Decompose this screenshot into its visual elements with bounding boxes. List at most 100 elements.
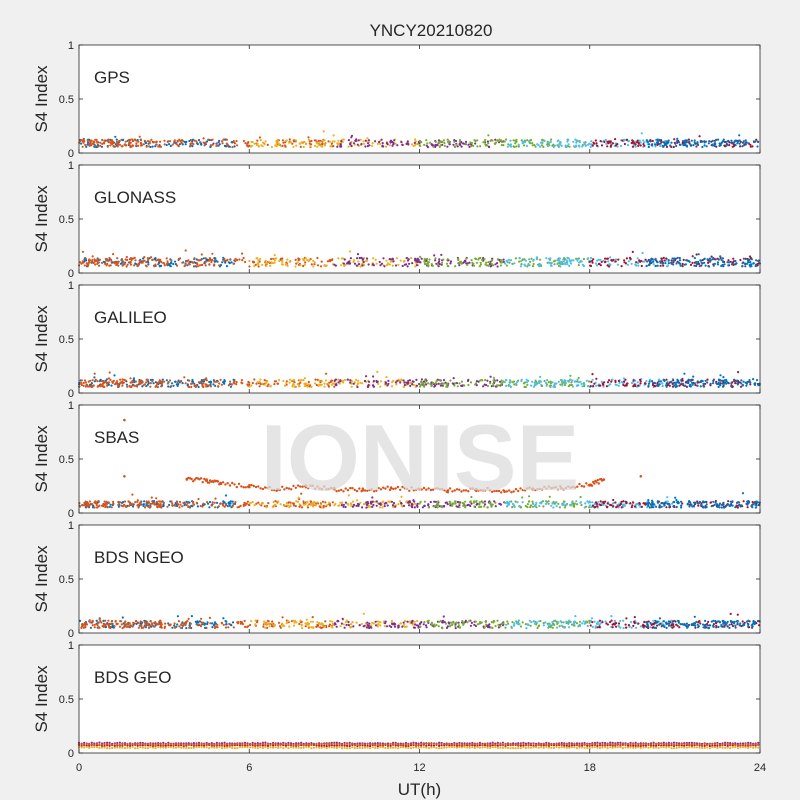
data-point <box>713 262 717 265</box>
data-point <box>607 142 610 145</box>
data-point <box>204 622 207 625</box>
axes-background <box>79 165 760 273</box>
data-point <box>366 385 369 388</box>
data-point <box>419 385 422 388</box>
data-point <box>430 384 433 388</box>
data-point <box>232 381 235 384</box>
data-point <box>704 264 707 267</box>
data-point <box>137 144 140 147</box>
data-point <box>414 140 417 143</box>
data-point <box>614 501 617 504</box>
data-point <box>590 617 594 620</box>
data-point <box>449 262 452 265</box>
data-point <box>223 257 226 261</box>
data-point <box>104 381 107 384</box>
data-point <box>269 385 272 388</box>
data-point <box>254 263 257 266</box>
data-point <box>192 261 195 264</box>
data-point <box>559 620 562 623</box>
data-point <box>216 623 219 626</box>
data-point <box>498 138 501 141</box>
data-point <box>257 261 260 264</box>
data-point <box>391 622 394 626</box>
data-point <box>379 385 382 388</box>
data-point <box>741 262 744 265</box>
data-point <box>366 621 369 624</box>
data-point <box>670 261 673 264</box>
data-point <box>171 143 174 146</box>
data-point <box>333 379 336 383</box>
data-point <box>371 144 374 147</box>
data-point <box>117 140 121 143</box>
data-point <box>150 496 153 499</box>
data-point <box>575 141 578 144</box>
data-point <box>656 143 659 146</box>
data-point <box>516 381 519 384</box>
data-point <box>751 506 754 509</box>
data-point <box>441 383 444 386</box>
data-point <box>412 144 415 148</box>
data-point <box>622 627 625 630</box>
data-point <box>496 379 499 382</box>
data-point <box>666 264 670 267</box>
data-point <box>708 265 711 268</box>
data-point <box>469 145 473 148</box>
data-point <box>620 506 623 509</box>
data-point <box>754 506 758 509</box>
data-point <box>749 265 752 268</box>
data-point <box>594 505 597 509</box>
data-point <box>606 145 609 148</box>
data-point <box>408 262 411 265</box>
data-point <box>107 381 111 384</box>
data-point <box>494 138 497 141</box>
data-point <box>121 616 124 619</box>
data-point <box>361 258 365 261</box>
data-point <box>242 256 245 260</box>
data-point <box>673 138 676 141</box>
data-point <box>145 502 148 505</box>
data-point <box>88 258 91 261</box>
data-point <box>500 259 503 262</box>
data-point <box>93 506 96 509</box>
y-tick-label: 0.5 <box>59 94 74 106</box>
data-point <box>403 381 406 384</box>
data-point <box>86 385 90 388</box>
data-point <box>712 500 715 503</box>
data-point <box>539 375 542 378</box>
data-point <box>152 382 155 385</box>
data-point <box>464 140 468 143</box>
data-point <box>562 262 565 265</box>
data-point <box>347 624 350 627</box>
data-point <box>418 142 421 145</box>
data-point <box>413 620 416 623</box>
data-point <box>360 256 363 259</box>
data-point <box>630 621 633 624</box>
data-point <box>627 140 631 143</box>
data-point <box>445 383 449 386</box>
data-point <box>510 626 513 630</box>
data-point <box>318 141 321 144</box>
data-point <box>706 381 709 384</box>
data-point <box>725 142 728 145</box>
data-point <box>319 383 322 386</box>
data-point <box>210 259 213 262</box>
data-point <box>531 142 534 145</box>
data-point <box>742 140 745 143</box>
data-point <box>109 503 112 506</box>
data-point <box>314 139 317 142</box>
data-point <box>625 138 629 141</box>
data-point <box>416 619 419 623</box>
data-point <box>549 385 552 389</box>
data-point <box>430 621 434 624</box>
data-point <box>567 138 570 141</box>
data-point <box>201 505 204 508</box>
data-point <box>525 144 529 147</box>
data-point <box>529 624 532 627</box>
data-point <box>157 258 160 261</box>
data-point <box>524 259 528 262</box>
data-point <box>169 264 172 267</box>
data-point <box>505 138 508 141</box>
data-point <box>470 259 473 262</box>
data-point <box>592 385 595 388</box>
